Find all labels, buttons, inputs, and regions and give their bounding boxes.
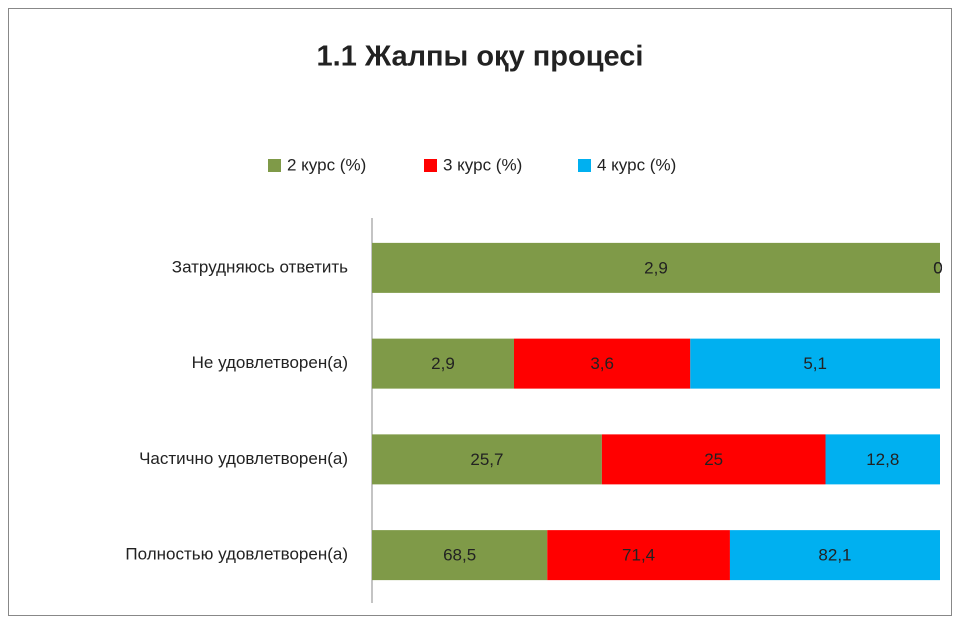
data-label: 82,1 xyxy=(818,546,851,565)
legend-label: 4 курс (%) xyxy=(597,155,676,174)
legend-swatch xyxy=(268,159,281,172)
bar-segment xyxy=(372,530,548,581)
chart-title: 1.1 Жалпы оқу процесі xyxy=(317,41,644,73)
legend-swatch xyxy=(578,159,591,172)
bar-segment xyxy=(601,434,826,485)
legend-label: 2 курс (%) xyxy=(287,155,366,174)
bar-segment xyxy=(372,434,602,485)
data-label: 0 xyxy=(933,258,942,277)
data-label: 2,9 xyxy=(431,354,455,373)
bar-segment xyxy=(514,338,691,389)
data-label: 71,4 xyxy=(622,546,655,565)
data-label: 25 xyxy=(704,450,723,469)
data-label: 0 xyxy=(933,258,942,277)
data-label: 68,5 xyxy=(443,546,476,565)
data-label: 25,7 xyxy=(470,450,503,469)
y-tick-label: Затрудняюсь ответить xyxy=(172,257,348,276)
y-tick-label: Не удовлетворен(а) xyxy=(192,353,348,372)
legend-swatch xyxy=(424,159,437,172)
data-label: 2,9 xyxy=(644,258,668,277)
y-tick-label: Полностью удовлетворен(а) xyxy=(125,545,348,564)
bar-segment xyxy=(372,242,940,293)
bar-segment xyxy=(547,530,730,581)
y-tick-label: Частично удовлетворен(а) xyxy=(139,449,348,468)
legend-label: 3 курс (%) xyxy=(443,155,522,174)
chart-border xyxy=(8,8,952,616)
bar-segment xyxy=(729,530,940,581)
data-label: 3,6 xyxy=(590,354,614,373)
data-label: 5,1 xyxy=(803,354,827,373)
bar-segment xyxy=(690,338,940,389)
data-label: 12,8 xyxy=(866,450,899,469)
bar-segment xyxy=(825,434,940,485)
bar-segment xyxy=(372,338,514,389)
